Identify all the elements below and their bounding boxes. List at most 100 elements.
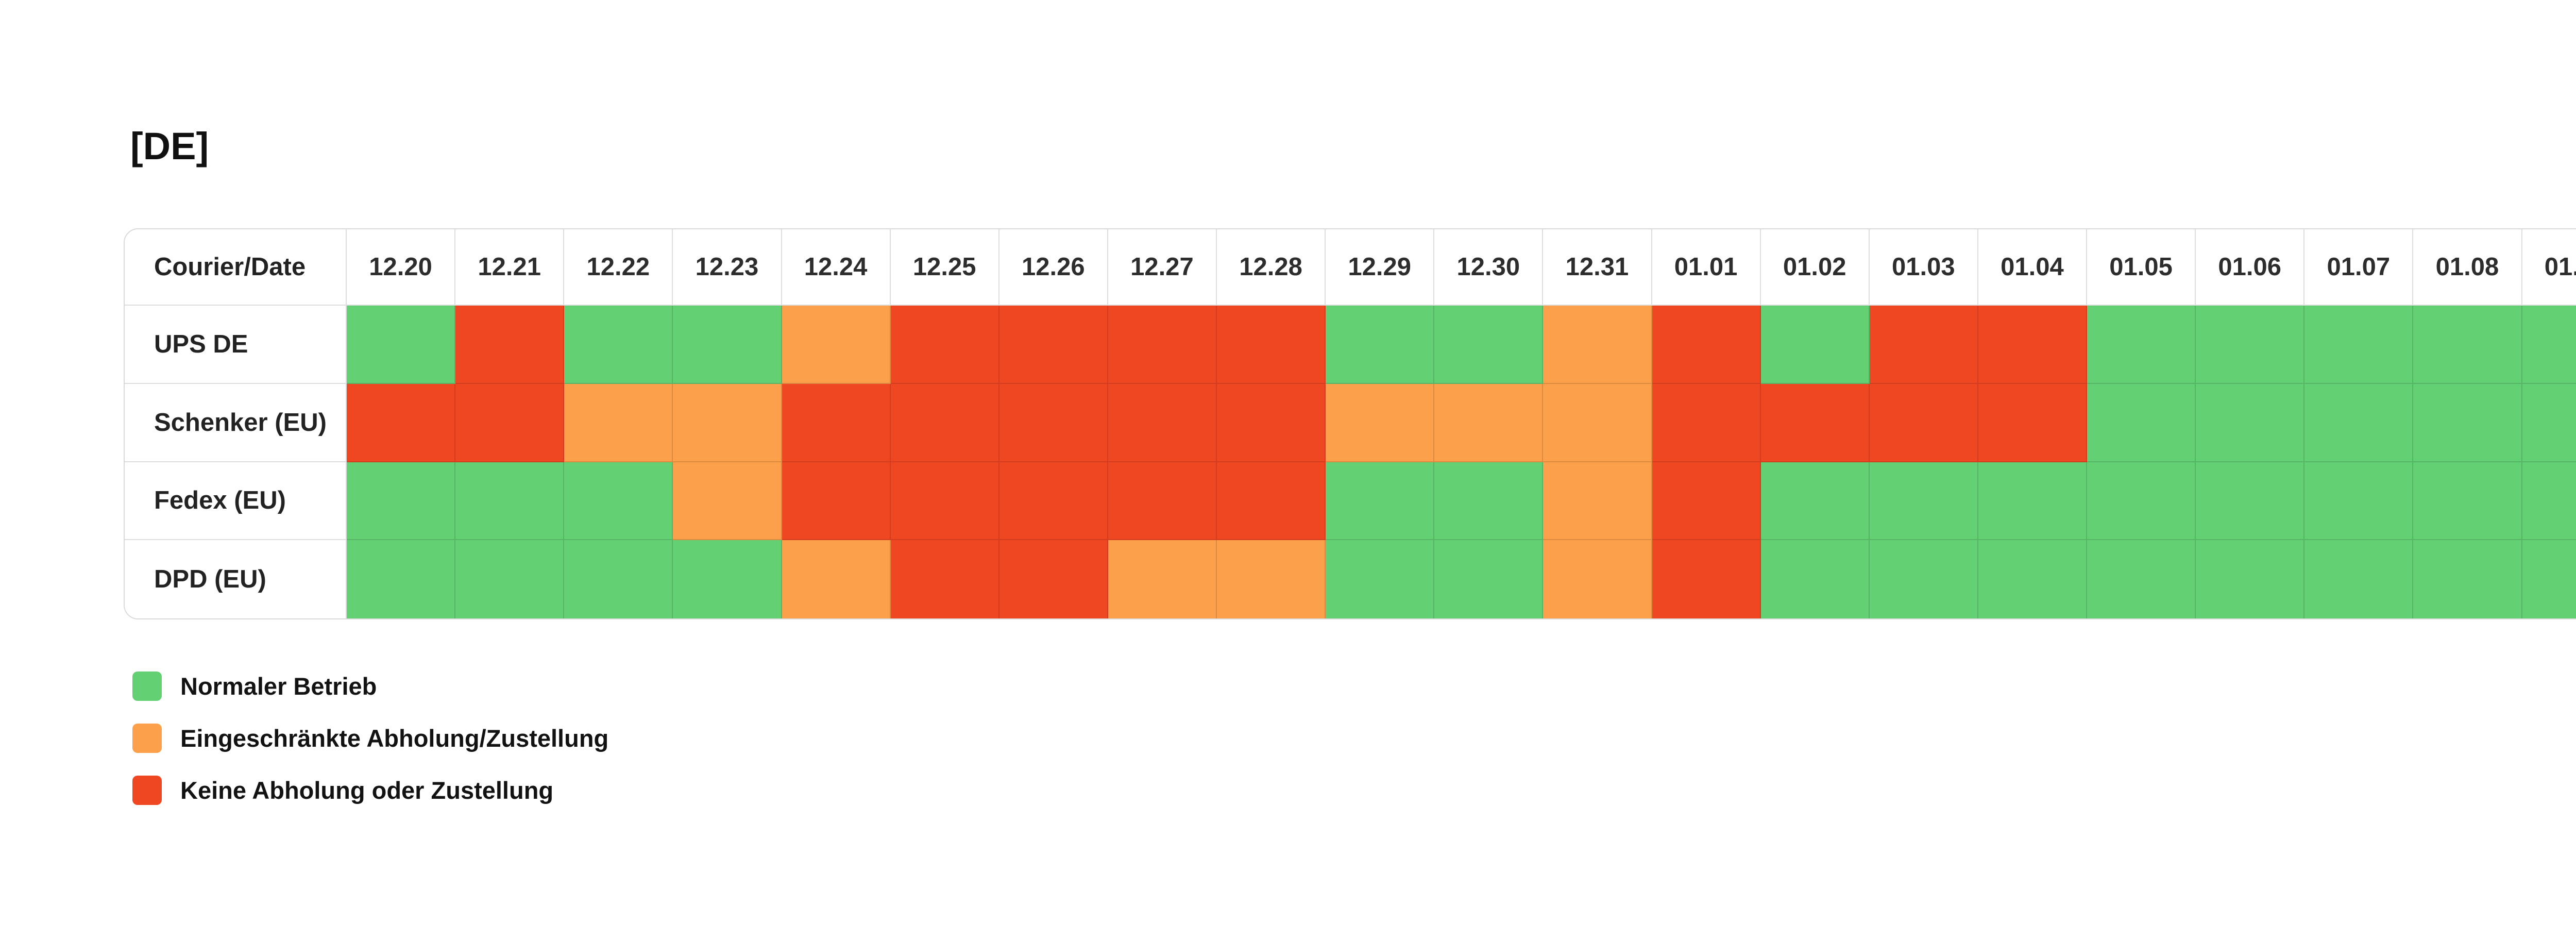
date-header-cell: 12.26 xyxy=(999,229,1108,306)
status-cell-normal xyxy=(1760,462,1870,541)
status-cell-normal xyxy=(2304,306,2414,384)
legend: Normaler Betrieb Eingeschränkte Abholung/… xyxy=(132,671,608,827)
status-cell-restricted xyxy=(564,383,673,462)
date-header-cell: 12.27 xyxy=(1108,229,1217,306)
status-cell-normal xyxy=(2087,383,2196,462)
status-cell-normal xyxy=(564,462,673,541)
status-cell-none xyxy=(1978,306,2087,384)
status-cell-normal xyxy=(1978,462,2087,541)
status-cell-none xyxy=(1108,462,1217,541)
status-cell-restricted xyxy=(1543,462,1652,541)
date-header-cell: 12.25 xyxy=(890,229,999,306)
status-cell-restricted xyxy=(1543,383,1652,462)
legend-swatch-icon xyxy=(132,775,162,805)
status-cell-none xyxy=(1760,383,1870,462)
status-cell-none xyxy=(1652,462,1761,541)
status-cell-restricted xyxy=(673,462,782,541)
status-cell-none xyxy=(1652,306,1761,384)
table-header: Courier/Date 12.20 12.21 12.22 12.23 12.24 12.… xyxy=(125,229,2576,306)
courier-label-cell: UPS DE xyxy=(125,306,347,384)
status-cell-normal xyxy=(347,462,456,541)
status-cell-none xyxy=(999,540,1108,618)
date-header-cell: 01.03 xyxy=(1869,229,1978,306)
status-cell-none xyxy=(999,383,1108,462)
status-cell-none xyxy=(1217,306,1326,384)
status-cell-normal xyxy=(2413,540,2522,618)
status-cell-normal xyxy=(2522,306,2576,384)
status-cell-none xyxy=(1217,462,1326,541)
legend-item-normal: Normaler Betrieb xyxy=(132,671,608,701)
status-cell-normal xyxy=(347,306,456,384)
date-header-cell: 12.31 xyxy=(1543,229,1652,306)
date-header-cell: 12.21 xyxy=(455,229,565,306)
date-header-cell: 12.28 xyxy=(1217,229,1326,306)
status-cell-none xyxy=(890,462,999,541)
status-cell-none xyxy=(347,383,456,462)
status-cell-normal xyxy=(673,306,782,384)
date-header-cell: 01.01 xyxy=(1652,229,1761,306)
status-cell-normal xyxy=(1978,540,2087,618)
status-cell-normal xyxy=(455,540,565,618)
status-cell-normal xyxy=(455,462,565,541)
date-header-cell: 01.09 xyxy=(2522,229,2576,306)
table-row: Fedex (EU) xyxy=(125,462,2576,541)
status-cell-normal xyxy=(1760,540,1870,618)
courier-label-cell: DPD (EU) xyxy=(125,540,347,618)
status-cell-restricted xyxy=(782,306,891,384)
table-body: UPS DE Schenker (EU) Fedex (EU) DPD (EU) xyxy=(125,306,2576,618)
status-cell-normal xyxy=(2196,462,2305,541)
legend-item-restricted: Eingeschränkte Abholung/Zustellung xyxy=(132,723,608,753)
status-cell-none xyxy=(890,540,999,618)
table-row: UPS DE xyxy=(125,306,2576,384)
status-cell-normal xyxy=(1869,540,1978,618)
status-cell-none xyxy=(782,462,891,541)
status-cell-normal xyxy=(1434,306,1544,384)
status-cell-none xyxy=(890,383,999,462)
status-cell-restricted xyxy=(1543,540,1652,618)
status-cell-none xyxy=(999,462,1108,541)
legend-label: Eingeschränkte Abholung/Zustellung xyxy=(180,724,609,752)
courier-label-cell: Fedex (EU) xyxy=(125,462,347,541)
status-cell-normal xyxy=(1434,540,1544,618)
status-cell-normal xyxy=(1434,462,1544,541)
legend-item-none: Keine Abholung oder Zustellung xyxy=(132,775,608,805)
status-cell-normal xyxy=(2304,540,2414,618)
status-cell-normal xyxy=(2413,462,2522,541)
status-cell-normal xyxy=(2196,306,2305,384)
legend-label: Keine Abholung oder Zustellung xyxy=(180,776,554,804)
status-cell-restricted xyxy=(1543,306,1652,384)
header-row: Courier/Date 12.20 12.21 12.22 12.23 12.24 12.… xyxy=(125,229,2576,306)
date-header-cell: 12.20 xyxy=(347,229,456,306)
date-header-cell: 12.29 xyxy=(1326,229,1435,306)
status-cell-restricted xyxy=(1217,540,1326,618)
status-cell-normal xyxy=(1326,540,1435,618)
status-cell-normal xyxy=(347,540,456,618)
table-row: DPD (EU) xyxy=(125,540,2576,618)
status-cell-none xyxy=(1978,383,2087,462)
courier-label-cell: Schenker (EU) xyxy=(125,383,347,462)
status-cell-normal xyxy=(1326,306,1435,384)
date-header-cell: 12.23 xyxy=(673,229,782,306)
date-header-cell: 12.24 xyxy=(782,229,891,306)
status-cell-normal xyxy=(2522,540,2576,618)
date-header-cell: 01.06 xyxy=(2196,229,2305,306)
status-cell-normal xyxy=(2087,540,2196,618)
status-cell-normal xyxy=(564,540,673,618)
status-cell-restricted xyxy=(782,540,891,618)
status-cell-normal xyxy=(2196,540,2305,618)
legend-label: Normaler Betrieb xyxy=(180,672,377,700)
date-header-cell: 01.05 xyxy=(2087,229,2196,306)
date-header-cell: 01.02 xyxy=(1760,229,1870,306)
date-header-cell: 01.07 xyxy=(2304,229,2414,306)
status-cell-normal xyxy=(2087,306,2196,384)
status-cell-restricted xyxy=(673,383,782,462)
courier-status-table: Courier/Date 12.20 12.21 12.22 12.23 12.24 12.… xyxy=(125,229,2576,618)
status-cell-restricted xyxy=(1434,383,1544,462)
status-cell-normal xyxy=(1869,462,1978,541)
status-cell-normal xyxy=(2522,383,2576,462)
status-cell-restricted xyxy=(1326,383,1435,462)
status-cell-normal xyxy=(564,306,673,384)
corner-header-cell: Courier/Date xyxy=(125,229,347,306)
status-cell-none xyxy=(455,383,565,462)
